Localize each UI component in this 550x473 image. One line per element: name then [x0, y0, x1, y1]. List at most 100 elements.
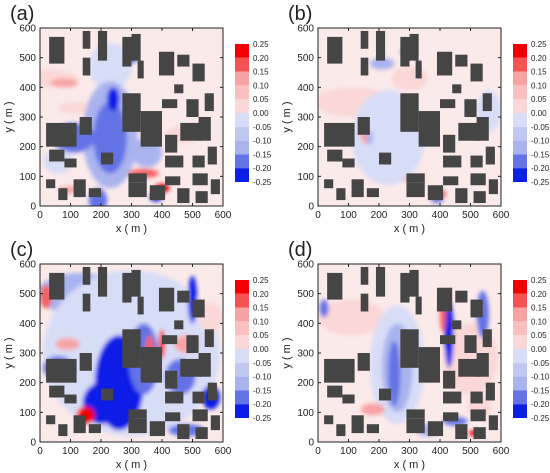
colorbar-label: -0.15 [253, 150, 272, 159]
building [204, 329, 214, 348]
building [149, 421, 166, 437]
building [464, 335, 477, 353]
y-tick-label: 600 [19, 260, 36, 271]
field-region-neg [107, 87, 120, 112]
building [73, 415, 86, 434]
building [336, 424, 346, 437]
buildings [46, 266, 220, 440]
building [122, 36, 132, 67]
y-tick-label: 0 [30, 202, 36, 213]
building [64, 394, 77, 404]
building [186, 99, 199, 117]
building [482, 329, 492, 348]
building [122, 93, 141, 132]
y-tick-label: 400 [19, 83, 36, 94]
x-tick-label: 300 [401, 446, 418, 457]
x-tick-label: 200 [371, 446, 388, 457]
y-tick-label: 600 [19, 24, 36, 35]
colorbar-label: 0.20 [531, 290, 547, 299]
colorbar-label: -0.05 [531, 123, 550, 132]
building [64, 158, 77, 168]
colorbar-label: -0.25 [253, 178, 272, 187]
building [46, 358, 77, 383]
building [82, 266, 91, 285]
x-tick-label: 500 [184, 210, 201, 221]
building [357, 353, 370, 371]
building [436, 51, 453, 76]
building [162, 335, 178, 345]
building [198, 117, 211, 141]
building [49, 149, 65, 162]
building [336, 188, 346, 201]
x-axis-title: x ( m ) [116, 459, 147, 471]
y-tick-label: 100 [297, 408, 314, 419]
building [324, 122, 355, 147]
colorbar-label: -0.25 [531, 178, 550, 187]
colorbar-label: -0.15 [253, 386, 272, 395]
building [88, 424, 101, 434]
colorbar-label: -0.20 [531, 164, 550, 173]
y-tick-label: 100 [19, 172, 36, 183]
colorbar-segment [513, 307, 527, 322]
building [470, 173, 486, 186]
building [195, 427, 208, 440]
colorbar-segment [513, 57, 527, 72]
colorbar-label: 0.05 [531, 331, 547, 340]
building [177, 290, 190, 303]
colorbar-label: -0.15 [531, 386, 550, 395]
x-tick-label: 300 [123, 446, 140, 457]
colorbar-label: 0.15 [253, 304, 269, 313]
x-tick-label: 300 [401, 210, 418, 221]
colorbar-segment [513, 362, 527, 377]
x-tick-label: 100 [62, 210, 79, 221]
building [101, 388, 114, 401]
panel-a: 0 100 200 300 400 500 600 0 100 200 300 400 500 600 x … [3, 3, 272, 235]
building [400, 329, 419, 368]
field-region-neg [369, 57, 395, 70]
colorbar-segment [513, 85, 527, 100]
building [204, 93, 214, 112]
building [440, 99, 456, 109]
building [192, 173, 208, 186]
colorbar-segment [513, 140, 527, 155]
x-tick-label: 600 [493, 446, 510, 457]
y-tick-label: 400 [19, 319, 36, 330]
building [180, 358, 202, 377]
building [79, 353, 92, 371]
building [415, 296, 422, 315]
y-tick-label: 300 [297, 349, 314, 360]
panel-d: 0 100 200 300 400 500 600 0 100 200 300 400 500 600 x … [281, 239, 550, 471]
building [455, 188, 468, 204]
building [485, 146, 495, 165]
y-tick-label: 100 [19, 408, 36, 419]
building [360, 30, 369, 49]
building [455, 424, 468, 440]
building [400, 36, 410, 67]
building [366, 188, 379, 198]
building [455, 290, 468, 303]
building [324, 179, 334, 189]
y-tick-label: 200 [19, 142, 36, 153]
velocity-field [318, 264, 501, 442]
y-tick-label: 300 [19, 349, 36, 360]
colorbar: 0.25 0.20 0.15 0.10 0.05 0.00 -0.05 -0.10 -0.15 -… [513, 40, 550, 187]
panel-label: (d) [288, 239, 312, 261]
building [458, 358, 480, 377]
building [400, 93, 419, 132]
colorbar-segment [513, 335, 527, 349]
building [357, 117, 370, 135]
colorbar-label: 0.25 [531, 276, 547, 285]
colorbar-segment [235, 99, 249, 113]
building [49, 36, 65, 64]
buildings [46, 30, 220, 204]
field-region-pos [198, 302, 223, 333]
building [192, 391, 205, 404]
x-tick-label: 500 [462, 210, 479, 221]
y-axis-title: y ( m ) [3, 337, 15, 368]
building [464, 99, 477, 117]
colorbar-label: 0.15 [531, 68, 547, 77]
colorbar-segment [513, 390, 527, 405]
x-tick-label: 0 [315, 446, 321, 457]
building [149, 185, 166, 201]
building [324, 415, 334, 425]
